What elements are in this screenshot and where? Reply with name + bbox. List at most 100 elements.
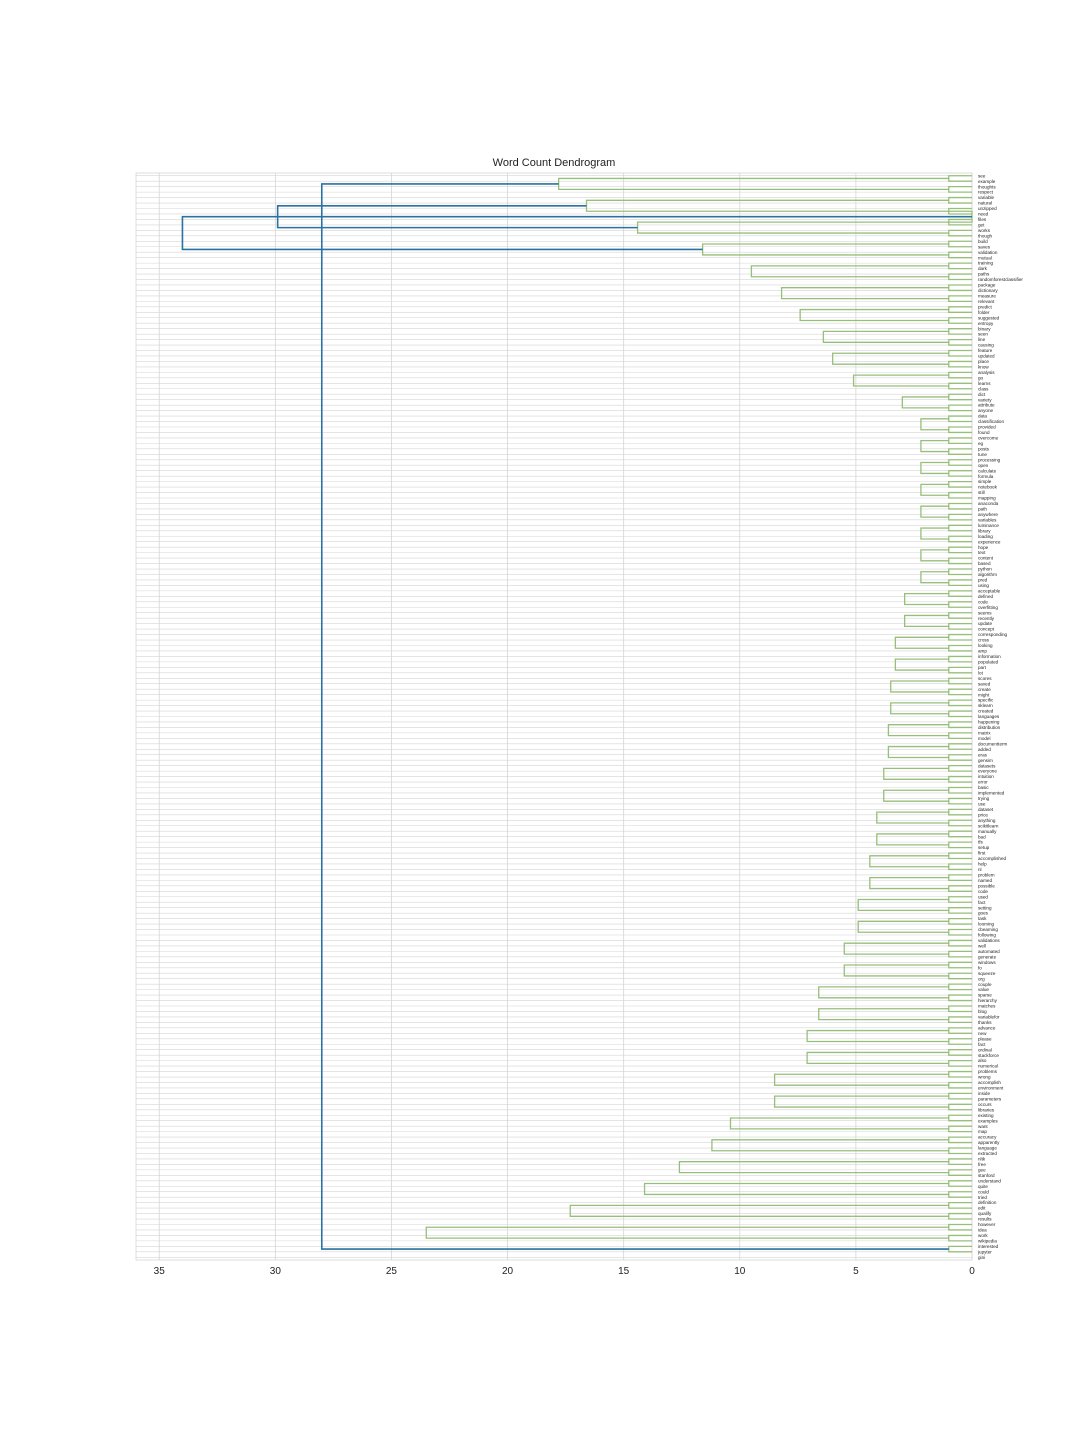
leaf-label: problems (978, 1069, 998, 1074)
dendrogram-link (320, 183, 949, 1250)
leaf-label: couple (978, 982, 992, 987)
leaf-label: create (978, 687, 991, 692)
leaf-label: based (978, 561, 991, 566)
dendrogram-link (887, 724, 949, 737)
dendrogram-link (948, 1136, 972, 1144)
leaf-label: respect (978, 190, 994, 195)
leaf-label: ordinal (978, 1047, 992, 1052)
dendrogram-link (780, 287, 949, 300)
dendrogram-link (890, 680, 949, 693)
dendrogram-link (876, 833, 949, 846)
leaf-label: class (978, 386, 989, 391)
x-tick-label: 35 (154, 1266, 166, 1277)
dendrogram-link (678, 1161, 949, 1174)
leaf-label: feature (978, 348, 993, 353)
leaf-label: amp (978, 649, 987, 654)
leaf-label: however (978, 1222, 996, 1227)
leaf-label: attribute (978, 403, 995, 408)
leaf-label: part (978, 665, 987, 670)
leaf-label: concept (978, 627, 995, 632)
leaf-label: value (978, 987, 989, 992)
leaf-label: new (978, 1031, 987, 1036)
leaf-label: found (978, 430, 990, 435)
leaf-label: understand (978, 1178, 1001, 1183)
leaf-label: know (978, 365, 989, 370)
dendrogram-link (818, 986, 949, 999)
leaf-label: stackforce (978, 1053, 999, 1058)
dendrogram-link (948, 338, 972, 346)
leaf-labels: seeexamplethoughtsrespectvariablenatural… (977, 173, 1023, 1260)
leaf-label: variablefor (978, 1015, 1000, 1020)
leaf-label: used (978, 894, 988, 899)
leaf-label: eg (978, 441, 984, 446)
dendrogram-link (948, 404, 972, 412)
dendrogram-link (948, 1180, 972, 1187)
leaf-label: task (978, 916, 987, 921)
dendrogram-link (948, 273, 972, 281)
leaf-label: model (978, 736, 991, 741)
dendrogram-links (181, 175, 973, 1253)
dendrogram-link (948, 852, 972, 860)
dendrogram-link (818, 1008, 949, 1021)
dendrogram-link (948, 710, 972, 718)
leaf-label: anything (978, 818, 996, 823)
leaf-label: automated (978, 949, 1000, 954)
dendrogram-link (948, 983, 972, 991)
leaf-label: added (978, 747, 991, 752)
dendrogram-link (948, 393, 972, 401)
x-tick-label: 5 (853, 1266, 859, 1277)
leaf-label: anaconda (978, 501, 999, 506)
leaf-label: posts (978, 446, 990, 451)
leaf-label: matrix (978, 730, 991, 735)
dendrogram-link (948, 994, 972, 1002)
leaf-label: example (978, 179, 996, 184)
dendrogram-link (857, 920, 949, 933)
dendrogram-link (948, 961, 972, 969)
leaf-label: goes (978, 911, 989, 916)
leaf-label: updated (978, 354, 995, 359)
dendrogram-link (948, 1027, 972, 1034)
leaf-label: variable (978, 195, 995, 200)
dendrogram-link (948, 1125, 972, 1133)
leaf-label: idea (978, 1228, 987, 1233)
leaf-label: lot (978, 670, 984, 675)
x-tick-label: 30 (270, 1266, 282, 1277)
leaf-label: build (978, 239, 988, 244)
leaf-label: parameters (978, 1096, 1002, 1101)
leaf-label: basic (978, 785, 989, 790)
dendrogram-link (948, 863, 972, 871)
dendrogram-link (920, 440, 949, 453)
leaf-label: processing (978, 457, 1001, 462)
dendrogram-link (948, 972, 972, 980)
leaf-label: dictionary (978, 288, 998, 293)
leaf-label: accomplished (978, 856, 1007, 861)
dendrogram-link (890, 702, 949, 715)
dendrogram-link (948, 1016, 972, 1024)
dendrogram-link (948, 896, 972, 903)
dendrogram-link (887, 745, 949, 759)
leaf-label: nltk (978, 1157, 986, 1162)
dendrogram-link (948, 579, 972, 587)
leaf-label: free (978, 1162, 986, 1167)
dendrogram-link (843, 964, 949, 977)
x-tick-label: 20 (502, 1266, 514, 1277)
dendrogram-link (948, 666, 972, 674)
leaf-label: files (978, 217, 987, 222)
leaf-label: classification (978, 419, 1004, 424)
dendrogram-link (948, 229, 972, 237)
leaf-label: folder (978, 310, 990, 315)
leaf-label: populated (978, 659, 999, 664)
leaf-label: variables (978, 517, 997, 522)
leaf-label: gensim (978, 758, 993, 763)
dendrogram-link (948, 491, 972, 499)
leaf-label: training (978, 261, 994, 266)
leaf-label: stanford (978, 1173, 995, 1178)
dendrogram-link (948, 590, 972, 597)
dendrogram-link (894, 636, 949, 649)
dendrogram-link (920, 461, 949, 475)
leaf-label: saves (978, 244, 991, 249)
leaf-label: first (978, 851, 986, 856)
dendrogram-link (920, 483, 949, 496)
leaf-label: natural (978, 201, 992, 206)
